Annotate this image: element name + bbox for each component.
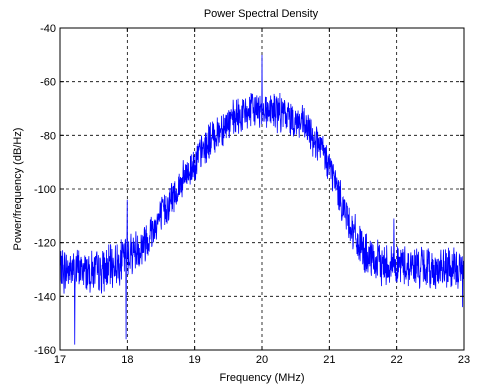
x-tick-label: 18	[121, 354, 133, 366]
y-tick-label: -120	[34, 238, 56, 250]
y-tick-label: -160	[34, 345, 56, 357]
y-tick-label: -80	[40, 130, 56, 142]
x-axis-title: Frequency (MHz)	[220, 372, 305, 384]
x-tick-label: 22	[391, 354, 403, 366]
series-group	[59, 54, 465, 345]
x-tick-label: 23	[458, 354, 470, 366]
y-axis-title: Power/frequency (dB/Hz)	[12, 128, 24, 251]
y-tick-label: -140	[34, 291, 56, 303]
y-tick-label: -100	[34, 184, 56, 196]
y-tick-label: -40	[40, 23, 56, 35]
axis-ticks: 17 18 19 20 21 22 23 -40 -60 -80 -100 -120 -140 -160	[34, 23, 470, 366]
x-tick-label: 17	[54, 354, 66, 366]
chart-title: Power Spectral Density	[204, 8, 319, 20]
x-tick-label: 19	[189, 354, 201, 366]
x-tick-label: 21	[323, 354, 335, 366]
psd-series-line	[59, 54, 465, 345]
y-tick-label: -60	[40, 77, 56, 89]
x-tick-label: 20	[256, 354, 268, 366]
